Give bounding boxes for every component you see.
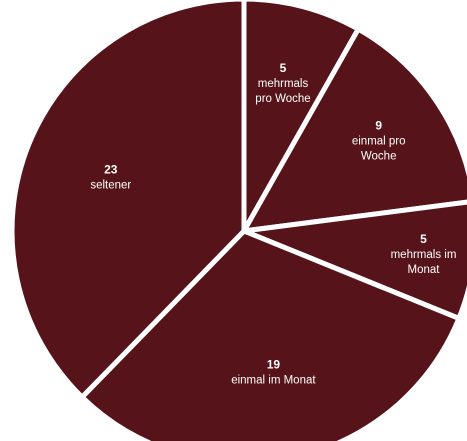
slice-value-label: 5 bbox=[280, 61, 287, 75]
pie-slice bbox=[239, 25, 467, 235]
slice-category-label: Woche bbox=[361, 150, 397, 162]
pie-slice bbox=[241, 0, 362, 241]
pie-slice bbox=[9, 0, 247, 401]
slice-value-label: 23 bbox=[104, 162, 118, 176]
slice-value-label: 19 bbox=[267, 357, 281, 371]
pie-slice bbox=[78, 228, 463, 441]
slice-category-label: pro Woche bbox=[255, 93, 310, 105]
slice-label: 5 mehrmals im Monat bbox=[391, 232, 457, 276]
slice-category-label: mehrmals bbox=[258, 78, 309, 90]
slice-label: 19 einmal im Monat bbox=[231, 357, 316, 386]
slice-category-label: einmal pro bbox=[352, 135, 406, 147]
pie-labels: 5 mehrmals pro Woche 9 einmal pro Woche 5 mehrm… bbox=[90, 61, 456, 386]
slice-category-label: Monat bbox=[408, 264, 441, 276]
slice-label: 9 einmal pro Woche bbox=[352, 118, 406, 162]
slice-category-label: seltener bbox=[90, 179, 131, 191]
slice-value-label: 9 bbox=[375, 118, 382, 132]
slice-value-label: 5 bbox=[420, 232, 427, 246]
slice-category-label: mehrmals im bbox=[391, 249, 457, 261]
slice-label: 23 seltener bbox=[90, 162, 131, 191]
slice-category-label: einmal im Monat bbox=[231, 374, 316, 386]
pie-slices bbox=[9, 0, 467, 441]
pie-slice bbox=[234, 199, 467, 322]
slice-label: 5 mehrmals pro Woche bbox=[255, 61, 310, 105]
